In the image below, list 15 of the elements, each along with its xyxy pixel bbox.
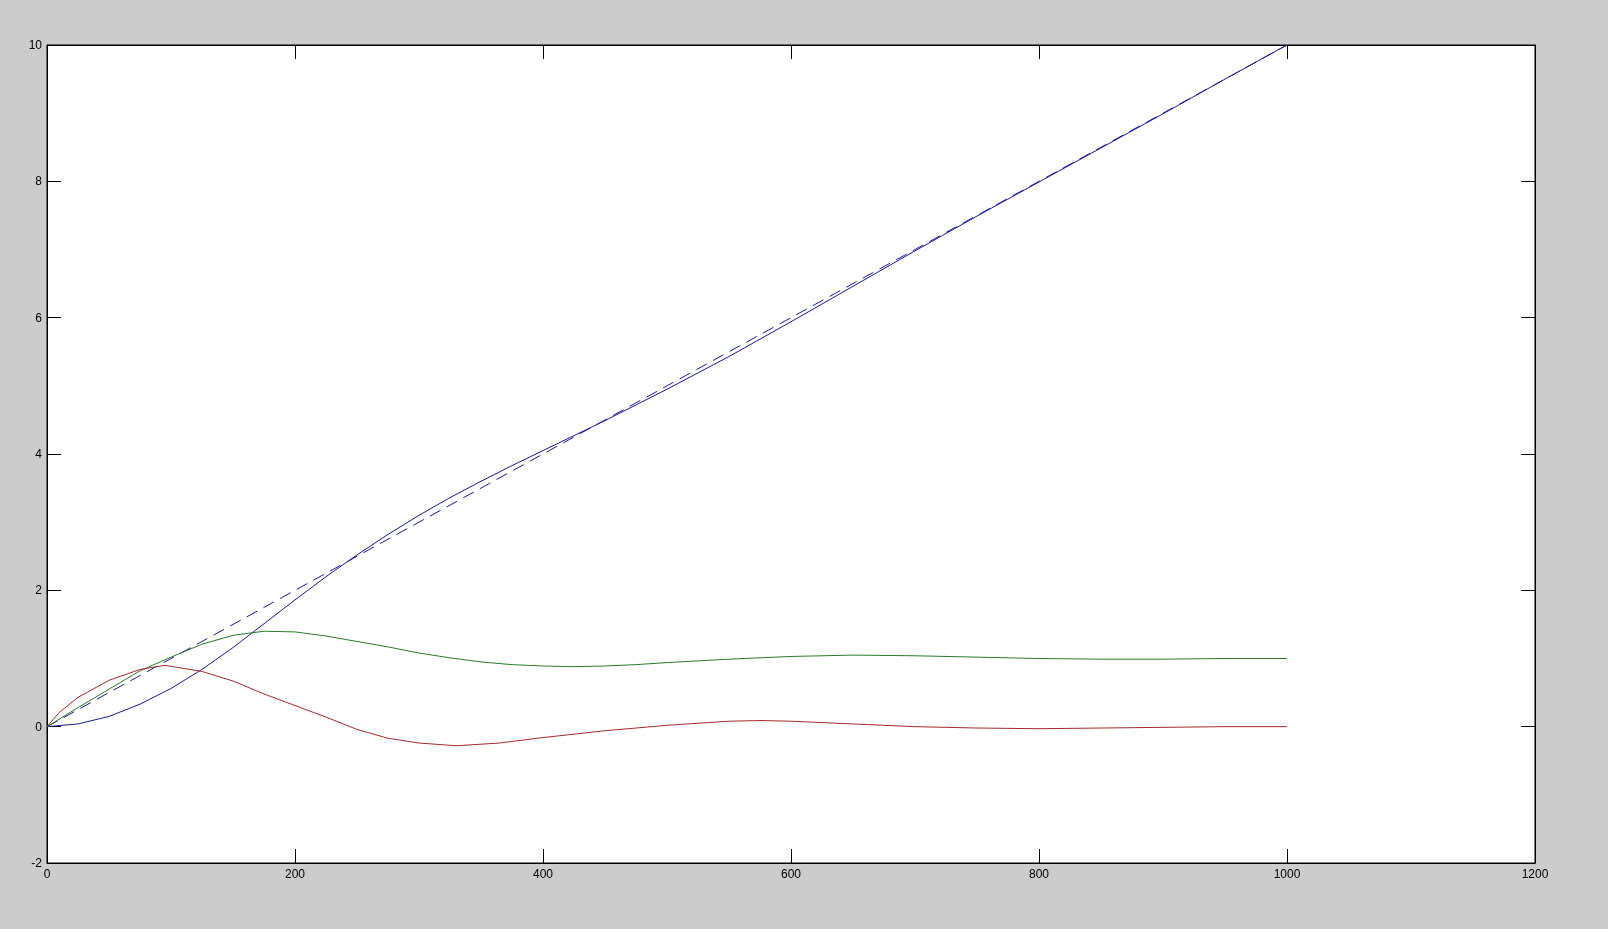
y-tick-label: 10 [28, 38, 43, 52]
y-tick-label: 6 [35, 310, 43, 325]
y-tick-label: 4 [35, 447, 43, 461]
x-tick-label: 400 [532, 867, 554, 881]
x-tick-label: 200 [284, 867, 306, 881]
y-tick-label: 0 [35, 719, 43, 734]
x-tick-label: 600 [780, 867, 802, 881]
x-tick-label: 1000 [1273, 867, 1301, 881]
y-tick-label: 8 [35, 174, 43, 189]
y-tick-label: -2 [31, 856, 43, 870]
y-tick-label: 2 [35, 583, 43, 598]
line-series [46, 630, 1288, 728]
x-tick-label: 1200 [1521, 867, 1549, 881]
line-series [46, 664, 1288, 747]
x-tick-label: 800 [1028, 867, 1050, 881]
